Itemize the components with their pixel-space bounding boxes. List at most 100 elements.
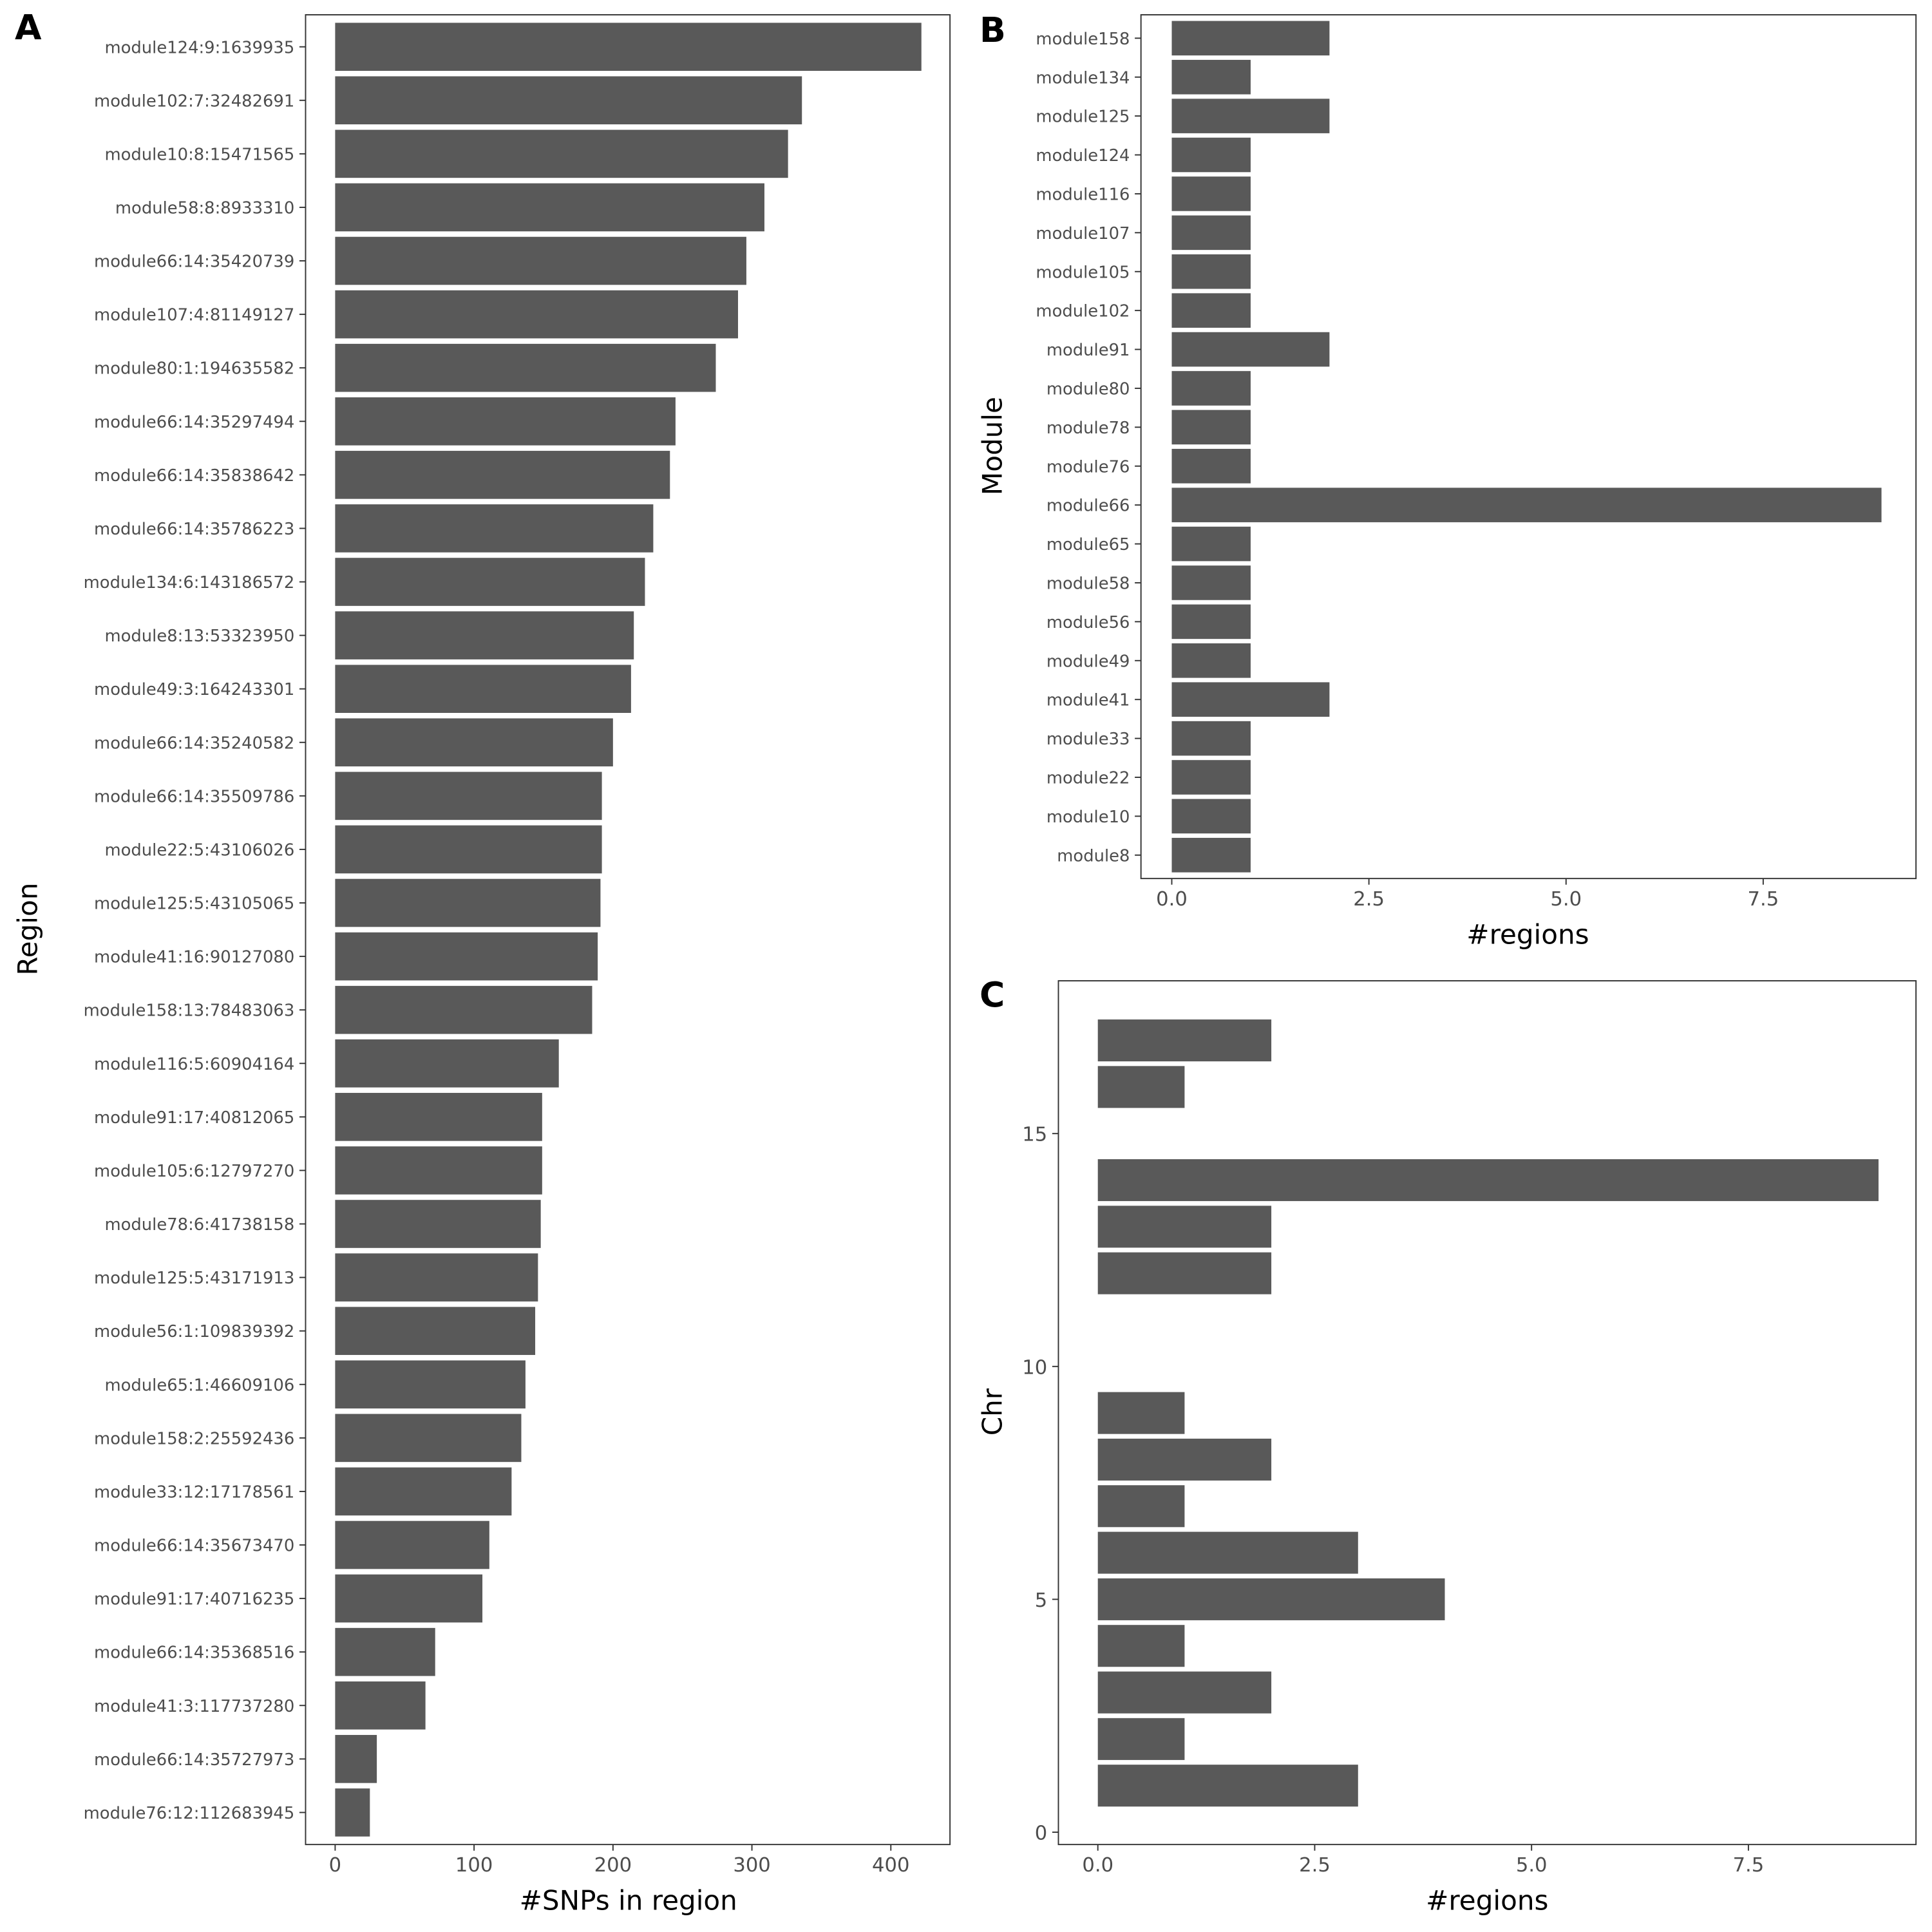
panel-a-plot-frame — [305, 14, 951, 1846]
panel-a-bar — [335, 718, 613, 767]
panel-a-bar — [335, 611, 634, 659]
panel-b-y-tick-label: module124 — [1036, 146, 1130, 166]
panel-a-y-tick-label: module33:12:17178561 — [94, 1482, 294, 1502]
panel-b-y-tick-label: module116 — [1036, 185, 1130, 204]
panel-a-y-tick-label: module125:5:43171913 — [94, 1269, 294, 1288]
panel-c-bar — [1097, 1718, 1185, 1760]
panel-a-y-tick-label: module41:16:90127080 — [94, 948, 294, 967]
panel-a-y-tick-label: module66:14:35838642 — [94, 466, 294, 486]
panel-b-bar — [1171, 838, 1251, 873]
panel-a-y-tick-label: module107:4:81149127 — [94, 306, 294, 325]
panel-a-bar — [335, 397, 676, 446]
panel-b-bar — [1171, 254, 1251, 289]
panel-c-bar — [1097, 1206, 1272, 1248]
panel-b-bar — [1171, 332, 1330, 367]
panel-c-bar — [1097, 1578, 1445, 1620]
panel-b-y-tick-label: module91 — [1046, 341, 1130, 360]
panel-b-y-tick-label: module107 — [1036, 224, 1130, 243]
panel-c-bar — [1097, 1252, 1272, 1294]
panel-a-bar — [335, 1253, 538, 1302]
panel-a-bar — [335, 1200, 541, 1248]
panel-b-y-tick-label: module49 — [1046, 652, 1130, 671]
panel-a-y-tick-label: module102:7:32482691 — [94, 91, 294, 111]
panel-a-bar — [335, 183, 764, 232]
panel-a-bar — [335, 1414, 522, 1463]
panel-a-y-tick-label: module10:8:15471565 — [104, 145, 294, 164]
panel-label-a: A — [15, 7, 42, 48]
panel-b-x-tick-label: 5.0 — [1550, 888, 1582, 911]
panel-a-y-tick-label: module124:9:1639935 — [104, 38, 294, 57]
panel-b-bar — [1171, 176, 1251, 211]
panel-c-bar — [1097, 1765, 1358, 1807]
panel-b-y-tick-label: module134 — [1036, 68, 1130, 88]
panel-c: 0 5 10 15 0.0 2.5 5.0 7.5 — [1022, 980, 1917, 1877]
panel-b-y-axis-title: Module — [976, 397, 1008, 495]
panel-c-plot-frame — [1057, 980, 1917, 1846]
panel-a-y-tick-label: module91:17:40812065 — [94, 1108, 294, 1128]
panel-a-x-tick-label: 0 — [329, 1854, 341, 1877]
panel-a-y-tick-label: module66:14:35727973 — [94, 1750, 294, 1770]
panel-b-bar — [1171, 137, 1251, 173]
panel-c-bar — [1097, 1485, 1185, 1528]
panel-a-bar — [335, 558, 645, 606]
panel-a-y-axis-title: Region — [12, 883, 43, 976]
panel-a-y-tick-label: module105:6:12797270 — [94, 1162, 294, 1181]
panel-c-y-tick-label: 10 — [1022, 1356, 1047, 1379]
panel-a-bar — [335, 1307, 536, 1355]
panel-a-y-tick-label: module158:2:25592436 — [94, 1429, 294, 1448]
panel-c-x-tick-label: 0.0 — [1082, 1854, 1113, 1877]
panel-c-y-tick-label: 15 — [1022, 1124, 1047, 1146]
panel-a-y-tick-label: module76:12:112683945 — [84, 1804, 295, 1823]
panel-a-bar — [335, 1360, 526, 1409]
panel-b-bar — [1171, 721, 1251, 756]
panel-a-bar — [335, 1146, 542, 1195]
panel-b-bar — [1171, 682, 1330, 717]
panel-a: module124:9:1639935 module102:7:32482691 m… — [84, 14, 951, 1877]
panel-c-x-axis-title: #regions — [1426, 1885, 1548, 1917]
panel-b-bar — [1171, 604, 1251, 639]
panel-a-bar — [335, 236, 746, 285]
panel-b-y-tick-label: module105 — [1036, 263, 1130, 282]
panel-a-y-tick-label: module80:1:194635582 — [94, 359, 294, 379]
panel-b-y-tick-label: module22 — [1046, 769, 1130, 788]
panel-a-y-tick-label: module22:5:43106026 — [104, 841, 294, 860]
panel-a-bar — [335, 1788, 370, 1837]
panel-c-bar — [1097, 1019, 1272, 1062]
panel-label-b: B — [980, 10, 1006, 50]
panel-b-y-tick-label: module80 — [1046, 380, 1130, 399]
panel-b-bar — [1171, 293, 1251, 328]
panel-b-y-tick-label: module8 — [1057, 846, 1130, 866]
panel-c-bar — [1097, 1392, 1185, 1434]
panel-b-y-tick-label: module33 — [1046, 730, 1130, 749]
panel-c-x-tick-label: 7.5 — [1733, 1854, 1765, 1877]
panel-a-bar — [335, 1681, 426, 1730]
panel-b-bar — [1171, 99, 1330, 133]
panel-a-y-tick-label: module41:3:117737280 — [94, 1697, 294, 1716]
panel-c-x-tick-label: 2.5 — [1299, 1854, 1331, 1877]
panel-b-plot-frame — [1140, 14, 1917, 880]
panel-a-bar — [335, 1467, 512, 1516]
panel-a-bar — [335, 825, 602, 874]
panel-c-y-tick-label: 0 — [1035, 1823, 1047, 1845]
panel-a-bar — [335, 343, 716, 392]
panel-a-y-tick-label: module78:6:41738158 — [104, 1215, 294, 1235]
panel-b-x-tick-label: 7.5 — [1748, 888, 1779, 911]
panel-b-x-tick-label: 2.5 — [1353, 888, 1385, 911]
panel-a-x-tick-label: 100 — [455, 1854, 493, 1877]
panel-c-y-axis-title: Chr — [976, 1388, 1008, 1435]
panel-b-y-tick-label: module66 — [1046, 497, 1130, 516]
panel-b-y-tick-label: module78 — [1046, 419, 1130, 438]
panel-a-bar — [335, 129, 788, 178]
panel-a-y-tick-label: module8:13:53323950 — [104, 627, 294, 646]
panel-b-bar — [1171, 371, 1251, 406]
panel-b-x-axis-title: #regions — [1466, 919, 1589, 951]
panel-a-y-tick-label: module56:1:109839392 — [94, 1322, 294, 1341]
panel-c-bar — [1097, 1159, 1879, 1202]
panel-c-bar — [1097, 1625, 1185, 1667]
panel-b-y-tick-label: module158 — [1036, 30, 1130, 49]
panel-a-bar — [335, 1093, 542, 1141]
panel-a-y-tick-label: module66:14:35673470 — [94, 1537, 294, 1556]
panel-b-y-tick-label: module56 — [1046, 613, 1130, 632]
panel-a-y-tick-label: module49:3:164243301 — [94, 680, 294, 699]
